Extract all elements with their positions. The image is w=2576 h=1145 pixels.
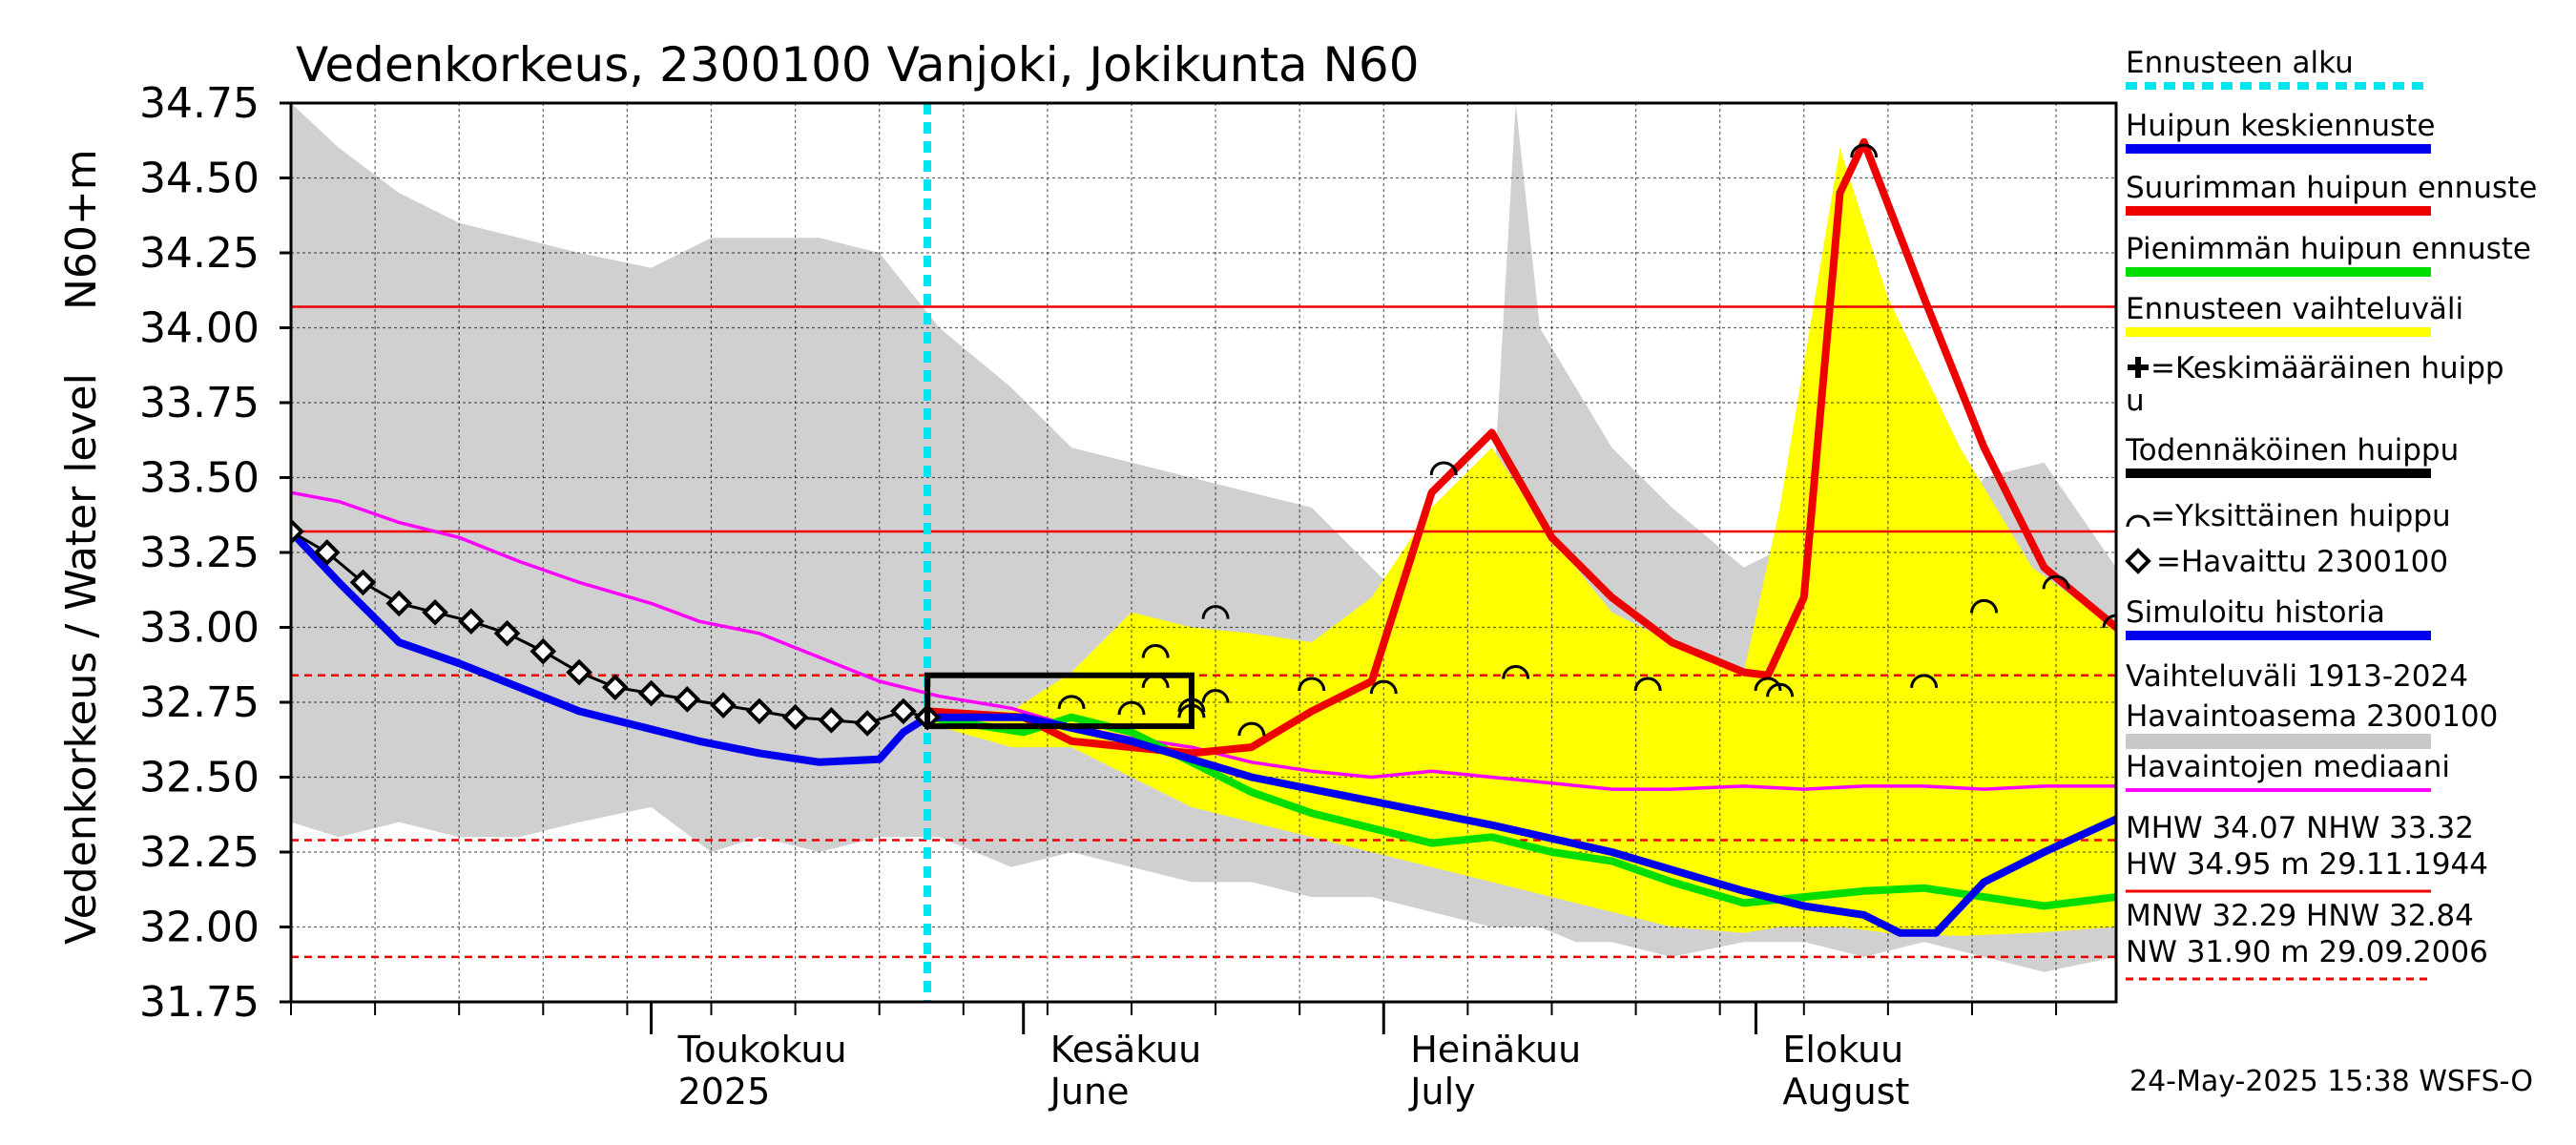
observed-point: [313, 539, 341, 566]
single-peak-marker: [1850, 143, 1879, 158]
stats-line: NW 31.90 m 29.09.2006: [2126, 935, 2488, 969]
stats-line: MHW 34.07 NHW 33.32: [2126, 811, 2474, 845]
observed-point: [637, 679, 665, 707]
observed-point: [601, 674, 629, 701]
single-peak-marker: [2042, 574, 2070, 590]
single-peak-marker: [2102, 614, 2116, 629]
y-axis-label: Vedenkorkeus / Water level: [57, 373, 106, 945]
observed-point: [457, 608, 485, 635]
single-peak-marker: [1177, 697, 1206, 713]
single-peak-marker: [1298, 677, 1326, 692]
forecast-range-band: [927, 148, 2116, 936]
single-peak-marker: [1201, 605, 1230, 619]
y-tick-label: 33.25: [139, 529, 260, 577]
single-peak-marker: [1429, 461, 1458, 476]
single-peak-marker: [1369, 679, 1398, 695]
observed-point: [566, 658, 592, 686]
y-tick-label: 34.25: [139, 229, 260, 278]
y-axis: 34.75 34.50 34.25 34.00 33.75 33.50 33.25 33.00…: [139, 79, 291, 1027]
x-month-sublabel: July: [1408, 1071, 1475, 1113]
single-peak-marker: [1201, 689, 1230, 703]
single-peak-marker: [1237, 721, 1266, 737]
y-tick-label: 32.00: [139, 904, 260, 952]
observed-point: [854, 710, 881, 737]
y-tick-label: 34.50: [139, 155, 260, 203]
single-peak-marker: [1177, 703, 1206, 718]
observed-point: [493, 619, 521, 647]
single-peak-marker: [1970, 598, 1999, 614]
single-peak-marker: [1117, 700, 1146, 716]
observed-point: [746, 697, 773, 725]
series-line-huipun-keskiennuste: [291, 528, 2116, 937]
x-month-label: Toukokuu: [677, 1029, 847, 1071]
y-tick-label: 32.25: [139, 828, 260, 877]
y-tick-label: 33.75: [139, 379, 260, 427]
x-month-sublabel: August: [1782, 1071, 1909, 1113]
x-month-sublabel: June: [1049, 1071, 1130, 1113]
single-peak-marker: [1502, 664, 1530, 679]
legend-diamond-icon: [2125, 548, 2151, 574]
legend-label-line2: u: [2126, 384, 2145, 418]
legend-label: =Keskimääräinen huipp: [2150, 351, 2504, 385]
observed-point: [781, 703, 809, 731]
single-peak-marker: [1141, 643, 1170, 658]
y-tick-label: 31.75: [139, 978, 260, 1027]
single-peak-marker: [1910, 674, 1939, 689]
observed-point: [674, 686, 701, 713]
legend-label: Havaintojen mediaani: [2126, 750, 2450, 784]
observed-point: [818, 707, 845, 734]
legend-label: Ennusteen alku: [2126, 46, 2354, 80]
legend-label: Simuloitu historia: [2126, 595, 2385, 630]
stats-line: HW 34.95 m 29.11.1944: [2126, 847, 2488, 882]
chart-title: Vedenkorkeus, 2300100 Vanjoki, Jokikunta…: [296, 37, 1420, 93]
observed-point: [890, 697, 917, 725]
legend-arc-icon: [2126, 514, 2150, 528]
legend-label: Todennäköinen huippu: [2125, 433, 2459, 468]
single-peak-marker: [1057, 695, 1086, 709]
legend: Ennusteen alku Huipun keskiennuste Suurimm…: [2125, 46, 2537, 981]
series-line-pienimm-n-huipun-ennuste: [924, 713, 2116, 910]
single-peak-marker: [1754, 677, 1782, 692]
observed-point: [530, 637, 557, 665]
legend-label: =Yksittäinen huippu: [2150, 499, 2451, 533]
x-month-sublabel: 2025: [678, 1071, 771, 1113]
observed-point: [710, 692, 737, 718]
y-tick-label: 34.75: [139, 79, 260, 128]
y-tick-label: 32.75: [139, 678, 260, 727]
y-tick-label: 34.00: [139, 304, 260, 353]
legend-label: Suurimman huipun ennuste: [2126, 171, 2537, 205]
legend-label: Huipun keskiennuste: [2126, 109, 2435, 143]
stats-line: MNW 32.29 HNW 32.84: [2126, 899, 2474, 933]
single-peak-marker: [1633, 677, 1662, 692]
observed-point: [422, 598, 448, 626]
x-month-label: Heinäkuu: [1410, 1029, 1581, 1071]
footer-timestamp: 24-May-2025 15:38 WSFS-O: [2129, 1065, 2533, 1098]
legend-label: Ennusteen vaihteluväli: [2126, 292, 2463, 326]
observed-point: [385, 590, 413, 617]
observed-point: [349, 569, 377, 596]
x-month-label: Kesäkuu: [1050, 1029, 1202, 1071]
series-line-havaintojen-mediaani: [291, 490, 2116, 791]
y-tick-label: 32.50: [139, 754, 260, 802]
plot-area: [289, 101, 2118, 1004]
y-axis-label-unit: N60+m: [57, 149, 106, 310]
legend-label: Vaihteluväli 1913-2024: [2126, 659, 2468, 694]
legend-label: Pienimmän huipun ennuste: [2126, 232, 2531, 266]
y-tick-label: 33.50: [139, 454, 260, 503]
legend-plus-icon: [2128, 357, 2149, 378]
x-month-label: Elokuu: [1782, 1029, 1903, 1071]
observed-point: [291, 518, 304, 545]
single-peak-marker: [1141, 674, 1170, 689]
legend-label-line2: Havaintoasema 2300100: [2126, 699, 2498, 734]
legend-label: =Havaittu 2300100: [2156, 545, 2448, 579]
single-peak-marker: [1766, 682, 1795, 697]
y-tick-label: 33.00: [139, 604, 260, 653]
